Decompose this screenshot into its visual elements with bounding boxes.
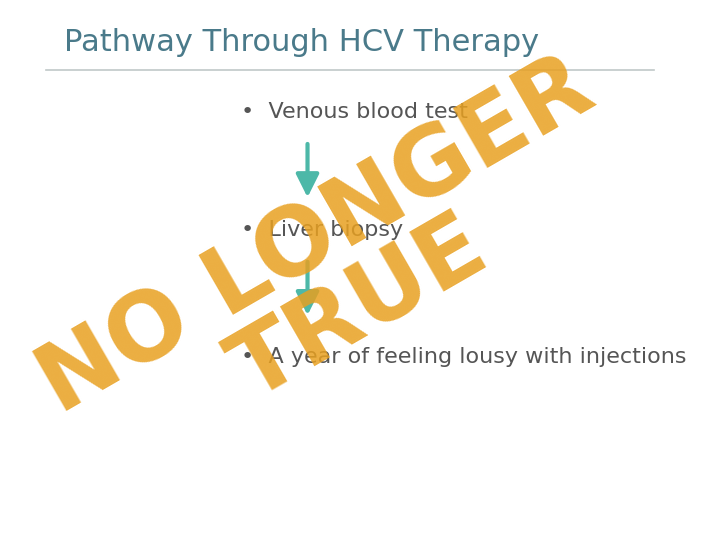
Text: NO LONGER
TRUE: NO LONGER TRUE (24, 42, 652, 506)
Text: •  Liver biopsy: • Liver biopsy (240, 220, 402, 240)
Text: •  A year of feeling lousy with injections: • A year of feeling lousy with injection… (240, 347, 686, 367)
Text: Pathway Through HCV Therapy: Pathway Through HCV Therapy (64, 28, 539, 57)
Text: •  Venous blood test: • Venous blood test (240, 102, 467, 122)
